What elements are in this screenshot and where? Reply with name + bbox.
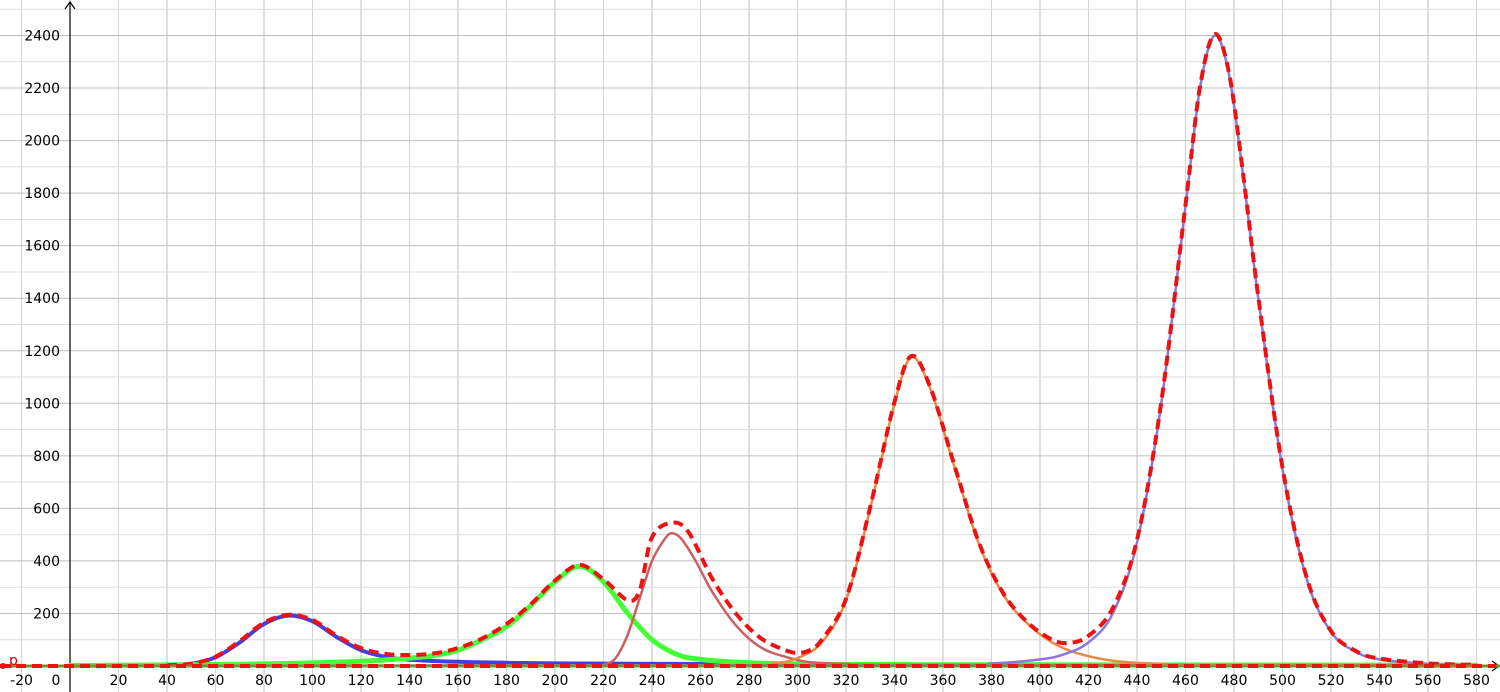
series-layer: [0, 32, 1500, 669]
x-tick-label: 460: [1172, 673, 1199, 689]
y-tick-label: 1000: [24, 396, 60, 412]
y-tick-label: 600: [33, 501, 60, 517]
x-tick-label: 20: [110, 673, 128, 689]
x-tick-label: 520: [1318, 673, 1345, 689]
x-tick-label: 500: [1269, 673, 1296, 689]
x-tick-label: 280: [736, 673, 763, 689]
x-tick-label: 240: [639, 673, 666, 689]
x-tick-label: 140: [396, 673, 423, 689]
series-line-6: [166, 32, 1477, 668]
y-axis-arrow: [64, 0, 76, 10]
y-tick-label: 2400: [24, 29, 60, 45]
point-label: p: [9, 653, 18, 669]
x-tick-label: 60: [207, 673, 225, 689]
x-tick-label: 260: [687, 673, 714, 689]
y-tick-label: 1200: [24, 344, 60, 360]
x-tick-label: 580: [1463, 673, 1490, 689]
x-tick-label: 160: [445, 673, 472, 689]
x-tick-label: 560: [1415, 673, 1442, 689]
x-tick-label: 480: [1221, 673, 1248, 689]
x-tick-label: 400: [1027, 673, 1054, 689]
x-tick-label: 540: [1366, 673, 1393, 689]
x-tick-label: 40: [158, 673, 176, 689]
x-tick-label: 120: [348, 673, 375, 689]
x-tick-label: 340: [881, 673, 908, 689]
x-tick-label: 380: [978, 673, 1005, 689]
y-tick-label: 400: [33, 554, 60, 570]
x-tick-label: 320: [833, 673, 860, 689]
x-tick-label: 100: [299, 673, 326, 689]
x-tick-label: 200: [542, 673, 569, 689]
y-tick-label: 1800: [24, 186, 60, 202]
tick-labels: -20 0 20 40 60 80 100 120 140 160 180 200 220 240 260 2…: [10, 29, 1490, 689]
y-tick-label: 800: [33, 449, 60, 465]
y-tick-label: 1400: [24, 291, 60, 307]
x-tick-label: 180: [493, 673, 520, 689]
y-tick-label: 200: [33, 606, 60, 622]
y-tick-label: 2000: [24, 134, 60, 150]
annotation-layer: p: [9, 653, 18, 669]
y-tick-label: 1600: [24, 239, 60, 255]
y-tick-label: 2200: [24, 81, 60, 97]
x-tick-label: 80: [255, 673, 273, 689]
x-tick-label: 360: [930, 673, 957, 689]
x-tick-label: 440: [1124, 673, 1151, 689]
baseline-start-point: [0, 663, 6, 669]
x-tick-label: 0: [52, 673, 61, 689]
x-tick-label: 420: [1075, 673, 1102, 689]
x-tick-label: -20: [10, 673, 33, 689]
x-tick-label: 300: [784, 673, 811, 689]
x-tick-label: 220: [590, 673, 617, 689]
